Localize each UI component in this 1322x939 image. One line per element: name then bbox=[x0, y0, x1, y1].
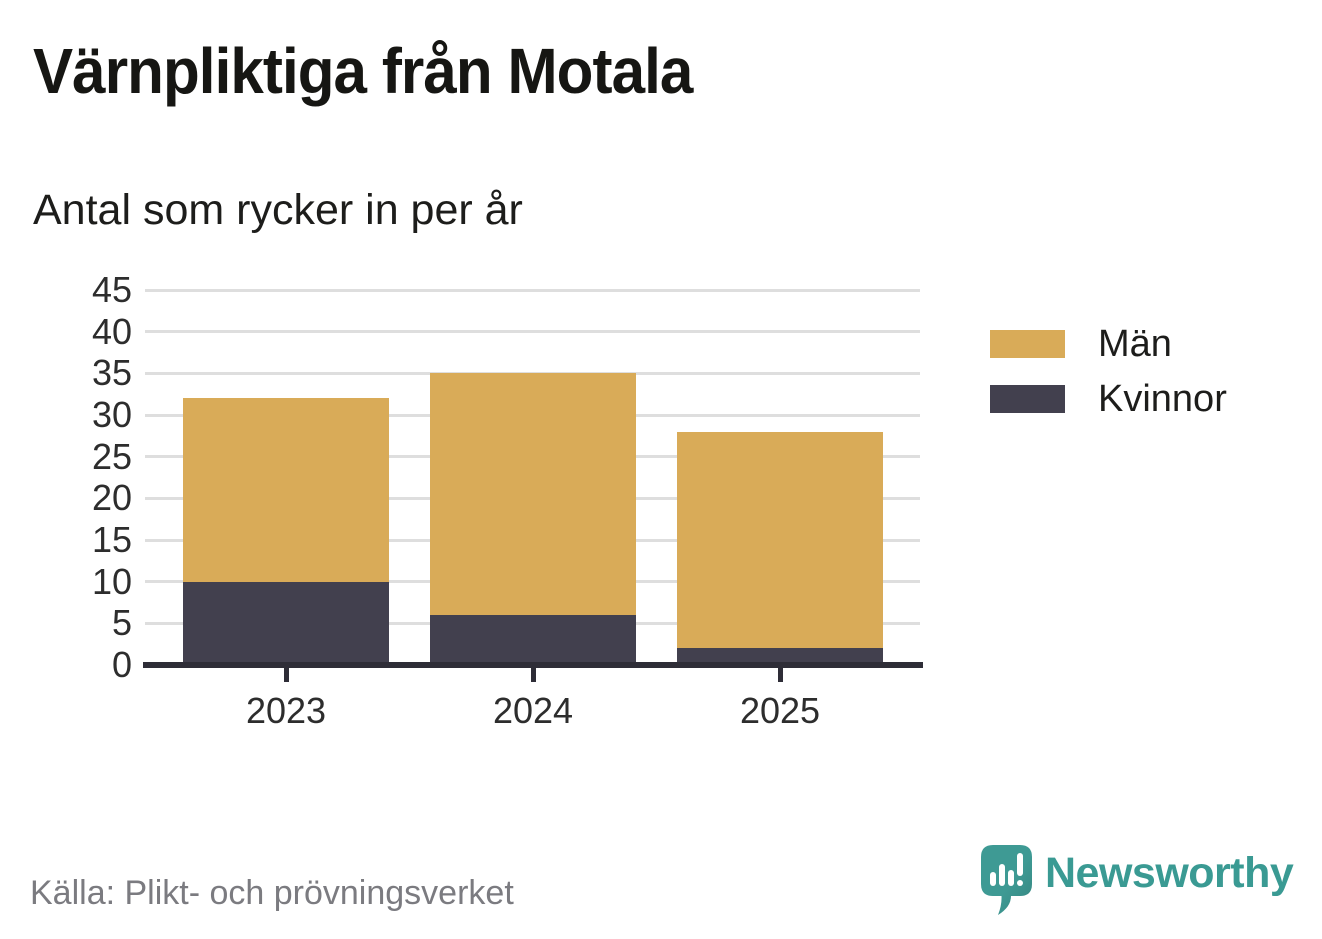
x-tick-2023 bbox=[283, 668, 289, 682]
logo-bar-3 bbox=[1008, 870, 1014, 886]
y-tick-label-0: 0 bbox=[111, 644, 132, 685]
bar-segment-2024-män bbox=[430, 373, 636, 615]
x-axis-line bbox=[143, 662, 923, 668]
y-tick-label-45: 45 bbox=[91, 269, 132, 310]
y-tick-label-20: 20 bbox=[91, 477, 132, 519]
logo-exclamation-bar bbox=[1017, 853, 1023, 876]
y-tick-label-10: 10 bbox=[91, 560, 132, 602]
y-tick-label-15: 15 bbox=[91, 519, 132, 560]
legend-swatch-men bbox=[990, 330, 1065, 358]
newsworthy-logo-icon bbox=[981, 845, 1032, 915]
legend-swatch-women bbox=[990, 385, 1065, 413]
gridline-40 bbox=[145, 330, 920, 334]
logo-bar-1 bbox=[990, 872, 996, 886]
legend-item-women: Kvinnor bbox=[990, 377, 1227, 421]
logo-bar-2 bbox=[999, 864, 1005, 886]
legend-label-women: Kvinnor bbox=[1098, 377, 1227, 420]
legend-item-men: Män bbox=[990, 322, 1227, 366]
x-tick-label-2023: 2023 bbox=[245, 690, 327, 731]
y-tick-label-5: 5 bbox=[111, 602, 132, 644]
x-tick-2025 bbox=[777, 668, 783, 682]
page-title: Värnpliktiga från Motala bbox=[33, 35, 693, 107]
chart-subtitle: Antal som rycker in per år bbox=[33, 186, 523, 234]
x-tick-2024 bbox=[530, 668, 536, 682]
brand-name: Newsworthy bbox=[1045, 849, 1294, 897]
logo-exclamation-dot bbox=[1017, 880, 1023, 886]
y-tick-label-25: 25 bbox=[91, 435, 132, 477]
x-tick-label-2024: 2024 bbox=[492, 690, 574, 731]
source-note: Källa: Plikt- och prövningsverket bbox=[30, 874, 514, 912]
y-tick-label-35: 35 bbox=[91, 352, 132, 394]
x-tick-label-2025: 2025 bbox=[739, 690, 821, 731]
y-tick-label-40: 40 bbox=[91, 310, 132, 352]
bar-segment-2024-kvinnor bbox=[430, 615, 636, 665]
brand-footer: Newsworthy bbox=[980, 844, 1294, 918]
chart-legend: Män Kvinnor bbox=[990, 322, 1227, 432]
bar-segment-2023-män bbox=[183, 398, 389, 582]
legend-label-men: Män bbox=[1098, 322, 1172, 365]
bar-segment-2025-kvinnor bbox=[677, 648, 883, 665]
gridline-45 bbox=[145, 288, 920, 292]
bar-segment-2025-män bbox=[677, 431, 883, 649]
y-tick-label-30: 30 bbox=[91, 394, 132, 435]
bar-segment-2023-kvinnor bbox=[183, 581, 389, 665]
